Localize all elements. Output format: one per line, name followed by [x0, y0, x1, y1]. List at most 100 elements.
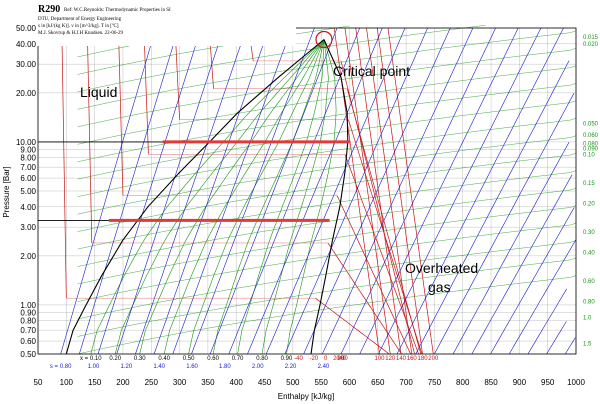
- bottom-temp-label: 160: [407, 356, 418, 362]
- isochor-line: [77, 48, 577, 128]
- quality-label: x = 0.10: [80, 356, 102, 362]
- right-tick-label: 0.60: [583, 279, 595, 285]
- isotherm-line: [86, 27, 93, 243]
- isotherm-line: [315, 297, 390, 355]
- x-tick-label: 450: [258, 378, 272, 387]
- isentrope-line: [79, 27, 179, 355]
- gas-label-line2: gas: [428, 279, 451, 295]
- header-line3: s in [kJ/(kg K)]. v in [m^3/kg]. T in [º…: [38, 23, 119, 29]
- x-axis-title: Enthalpy [kJ/kg]: [278, 392, 334, 401]
- isentrope-line: [490, 207, 575, 355]
- isochor-line: [77, 30, 577, 110]
- y-tick-label: 0.80: [20, 317, 36, 326]
- x-tick-label: 1000: [567, 378, 585, 387]
- x-tick-label: 650: [371, 378, 385, 387]
- bottom-temp-label: -40: [294, 356, 303, 362]
- entropy-label: 2.00: [252, 364, 264, 370]
- isentrope-line: [434, 93, 575, 355]
- isochor-line: [77, 83, 577, 163]
- axis-ticks: 50 100 150 200 250 300 350 400 450 500 550 600 650 70…: [16, 24, 599, 387]
- x-tick-label: 750: [428, 378, 442, 387]
- right-tick-label: 0.015: [583, 35, 599, 41]
- right-tick-label: 0.80: [583, 299, 595, 305]
- isentrope-line: [546, 321, 567, 355]
- entropy-label: 2.20: [285, 364, 297, 370]
- isentrope-line: [209, 27, 338, 355]
- isochor-line: [77, 170, 577, 250]
- y-tick-label: 0.50: [20, 350, 36, 359]
- x-tick-label: 700: [399, 378, 413, 387]
- x-tick-label: 250: [145, 378, 159, 387]
- critical-point-label: Critical point: [333, 63, 410, 79]
- isentrope-line: [60, 27, 157, 355]
- y-tick-label: 0.70: [20, 326, 36, 335]
- isentrope-line: [378, 27, 542, 355]
- right-tick-label: 0.060: [583, 133, 599, 139]
- y-tick-label: 6.00: [20, 174, 36, 183]
- isochor-line: [77, 275, 577, 355]
- highlight-lines: [38, 140, 350, 222]
- header-line2: DTU, Department of Energy Engineering: [38, 17, 122, 22]
- bottom-temp-label: 180: [418, 356, 429, 362]
- isentrope-line: [359, 27, 519, 355]
- isentrope-line: [508, 239, 577, 355]
- isochor-line: [77, 135, 577, 215]
- quality-label: 0.20: [109, 356, 121, 362]
- quality-line: [163, 39, 325, 355]
- bottom-temp-label: 80: [338, 356, 345, 362]
- right-tick-label: 1.0: [583, 315, 592, 321]
- quality-line: [188, 39, 325, 355]
- y-tick-label: 10.00: [16, 138, 37, 147]
- isentrope-line: [97, 27, 202, 355]
- y-axis-title: Pressure [Bar]: [2, 166, 11, 217]
- isochor-line: [77, 257, 577, 337]
- saturated-liquid-line: [65, 39, 325, 355]
- y-tick-label: 50.00: [16, 24, 37, 33]
- y-tick-label: 20.00: [16, 89, 37, 98]
- y-tick-label: 8.00: [20, 154, 36, 163]
- right-tick-label: 0.40: [583, 250, 595, 256]
- isentrope-line: [228, 27, 360, 355]
- x-tick-label: 850: [484, 378, 498, 387]
- isentrope-lines: [60, 27, 577, 355]
- quality-line: [139, 39, 325, 355]
- y-tick-label: 2.00: [20, 252, 36, 261]
- right-tick-label: 0.15: [583, 181, 595, 187]
- quality-label: 0.50: [183, 356, 195, 362]
- chart-header: R290 Ref: W.C.Reynolds: Thermodynamic Pr…: [36, 0, 296, 46]
- isentrope-line: [396, 27, 564, 355]
- y-tick-label: 4.00: [20, 203, 36, 212]
- isotherm-line: [61, 27, 67, 299]
- right-tick-label: 0.090: [583, 147, 599, 153]
- y-tick-label: 0.90: [20, 308, 36, 317]
- gas-label-line1: Overheated: [405, 260, 478, 276]
- entropy-label: 1.20: [121, 364, 133, 370]
- quality-label: 0.70: [232, 356, 244, 362]
- right-tick-label: 0.30: [583, 230, 595, 236]
- quality-line: [90, 39, 325, 355]
- y-tick-label: 7.00: [20, 163, 36, 172]
- isochor-line: [77, 65, 577, 145]
- quality-label: 0.30: [134, 356, 146, 362]
- right-tick-label: 0.10: [583, 152, 595, 158]
- isotherm-line: [355, 27, 402, 355]
- quality-line: [237, 39, 325, 355]
- quality-line: [261, 39, 329, 355]
- right-tick-label: 0.20: [583, 201, 595, 207]
- y-tick-label: 5.00: [20, 187, 36, 196]
- x-tick-label: 150: [88, 378, 102, 387]
- isotherm-line: [376, 27, 423, 355]
- isentrope-line: [191, 27, 315, 355]
- quality-label: 0.80: [256, 356, 268, 362]
- x-tick-label: 100: [60, 378, 74, 387]
- isentrope-line: [322, 27, 474, 355]
- entropy-label: 2.40: [318, 364, 330, 370]
- right-tick-label: 1.5: [583, 341, 592, 347]
- x-tick-label: 500: [286, 378, 300, 387]
- x-tick-label: 550: [314, 378, 328, 387]
- isochor-line: [77, 240, 577, 320]
- isotherm-line: [340, 60, 415, 355]
- bottom-temp-label: 0: [324, 356, 328, 362]
- x-tick-label: 300: [173, 378, 187, 387]
